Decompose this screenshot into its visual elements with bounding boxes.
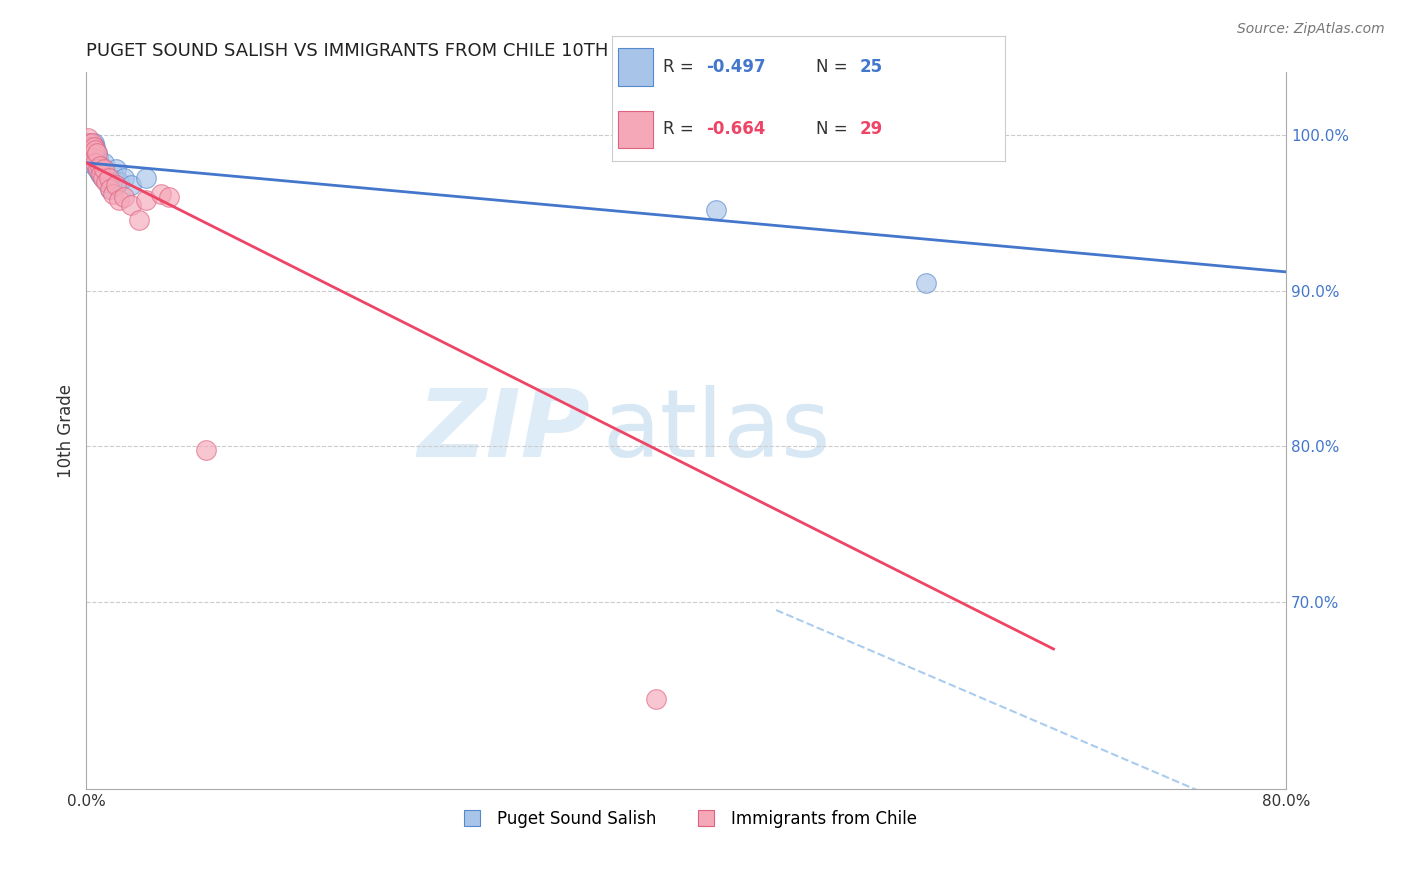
Point bbox=[84, 144, 107, 158]
Point bbox=[79, 151, 101, 165]
Point bbox=[80, 140, 103, 154]
Text: PUGET SOUND SALISH VS IMMIGRANTS FROM CHILE 10TH GRADE CORRELATION CHART: PUGET SOUND SALISH VS IMMIGRANTS FROM CH… bbox=[86, 42, 877, 60]
Point bbox=[84, 156, 107, 170]
Point bbox=[105, 162, 128, 177]
Point bbox=[128, 213, 150, 227]
FancyBboxPatch shape bbox=[617, 48, 652, 86]
Text: atlas: atlas bbox=[602, 384, 831, 477]
Point bbox=[103, 186, 125, 201]
Point bbox=[915, 276, 938, 290]
Point bbox=[96, 174, 118, 188]
Text: 25: 25 bbox=[859, 58, 883, 76]
Point bbox=[86, 146, 108, 161]
Point bbox=[89, 167, 111, 181]
Point bbox=[94, 167, 117, 181]
Point bbox=[90, 167, 112, 181]
Point bbox=[91, 171, 114, 186]
Point bbox=[108, 174, 131, 188]
Point bbox=[98, 182, 121, 196]
Text: -0.664: -0.664 bbox=[706, 120, 765, 138]
Point bbox=[83, 136, 105, 150]
Point bbox=[97, 171, 120, 186]
Point bbox=[645, 691, 668, 706]
Point bbox=[91, 171, 114, 186]
Point bbox=[103, 167, 125, 181]
Text: -0.497: -0.497 bbox=[706, 58, 766, 76]
Point bbox=[76, 131, 98, 145]
Text: R =: R = bbox=[662, 120, 699, 138]
Text: ZIP: ZIP bbox=[418, 384, 591, 477]
Point bbox=[94, 174, 117, 188]
Point bbox=[120, 178, 142, 192]
Point bbox=[84, 140, 107, 154]
Point bbox=[90, 159, 112, 173]
Point bbox=[83, 151, 105, 165]
Point bbox=[157, 190, 180, 204]
Text: Source: ZipAtlas.com: Source: ZipAtlas.com bbox=[1237, 22, 1385, 37]
Point bbox=[80, 156, 103, 170]
Point bbox=[86, 162, 108, 177]
Point bbox=[135, 193, 157, 207]
Text: N =: N = bbox=[817, 58, 853, 76]
Point bbox=[120, 198, 142, 212]
Point bbox=[112, 190, 135, 204]
Point bbox=[93, 156, 115, 170]
Point bbox=[83, 140, 105, 154]
Point bbox=[93, 162, 115, 177]
Text: R =: R = bbox=[662, 58, 699, 76]
Point bbox=[82, 146, 104, 161]
Point bbox=[82, 136, 104, 150]
Legend: Puget Sound Salish, Immigrants from Chile: Puget Sound Salish, Immigrants from Chil… bbox=[449, 804, 924, 835]
Text: 29: 29 bbox=[859, 120, 883, 138]
Point bbox=[108, 193, 131, 207]
Point bbox=[79, 136, 101, 150]
Point bbox=[135, 171, 157, 186]
Point bbox=[98, 182, 121, 196]
FancyBboxPatch shape bbox=[617, 111, 652, 148]
Point bbox=[112, 171, 135, 186]
Point bbox=[82, 144, 104, 158]
Point bbox=[87, 151, 110, 165]
Point bbox=[704, 202, 727, 217]
Point bbox=[87, 162, 110, 177]
Point bbox=[89, 159, 111, 173]
Text: N =: N = bbox=[817, 120, 853, 138]
Point bbox=[86, 146, 108, 161]
Point bbox=[105, 178, 128, 192]
Point bbox=[97, 171, 120, 186]
Y-axis label: 10th Grade: 10th Grade bbox=[58, 384, 75, 478]
Point bbox=[83, 146, 105, 161]
Point bbox=[195, 442, 218, 457]
Point bbox=[150, 186, 173, 201]
